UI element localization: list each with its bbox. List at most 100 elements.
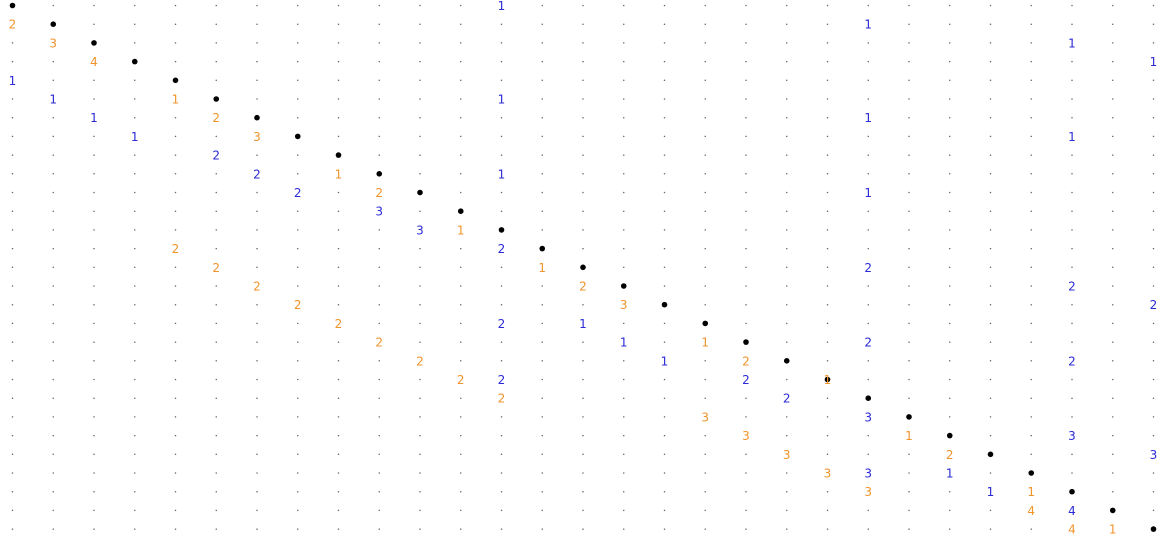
grid-dot (826, 247, 829, 250)
grid-dot (541, 23, 543, 25)
grid-dot (378, 154, 380, 156)
grid-dot (663, 378, 666, 381)
grid-dot (908, 191, 910, 194)
grid-dot (134, 116, 136, 119)
grid-dot (704, 79, 706, 82)
grid-dot (582, 210, 584, 212)
grid-dot (256, 490, 258, 493)
grid-dot (786, 434, 788, 437)
grid-dot (826, 266, 829, 269)
grid-dot (1112, 472, 1114, 474)
grid-dot (826, 397, 829, 399)
grid-dot (582, 42, 584, 44)
grid-dot (52, 154, 54, 156)
grid-dot (52, 191, 54, 194)
grid-dot (908, 210, 910, 212)
grid-dot (1112, 191, 1114, 194)
grid-dot (867, 154, 869, 156)
grid-dot (1112, 285, 1114, 287)
grid-dot (215, 472, 217, 474)
grid-dot (623, 434, 625, 437)
grid-dot (1112, 135, 1114, 138)
diagonal-dot (376, 171, 383, 177)
grid-dot (256, 360, 258, 362)
grid-dot (623, 4, 625, 7)
grid-dot (460, 79, 462, 82)
grid-dot (256, 453, 258, 456)
grid-dot (297, 285, 299, 287)
grid-dot (256, 210, 258, 212)
grid-dot (378, 23, 380, 25)
grid-dot (949, 509, 951, 512)
grid-dot (663, 285, 666, 287)
grid-dot (867, 4, 869, 7)
grid-dot (215, 210, 217, 212)
diagonal-dot (1069, 488, 1075, 495)
grid-dot (93, 303, 95, 306)
diagonal-dot (661, 301, 668, 308)
grid-dot (989, 360, 992, 362)
grid-dot (786, 173, 788, 175)
grid-dot (256, 303, 258, 306)
grid-dot (500, 210, 503, 212)
grid-dot (989, 247, 992, 250)
grid-dot (460, 360, 462, 362)
grid-dot (989, 229, 992, 231)
upper-entry-value: 1 (620, 336, 628, 350)
grid-dot (134, 528, 136, 530)
diagonal-dots (9, 2, 1157, 532)
grid-dot (541, 434, 543, 437)
grid-dot (1030, 154, 1032, 156)
lower-entry-value: 3 (742, 429, 750, 443)
grid-dot (1152, 285, 1155, 287)
grid-dot (215, 360, 217, 362)
grid-dot (949, 285, 951, 287)
lower-entry-value: 2 (375, 336, 383, 350)
grid-dot (419, 322, 421, 325)
grid-dot (297, 490, 299, 493)
grid-dot (1030, 79, 1032, 82)
grid-dot (174, 378, 177, 381)
grid-dot (582, 23, 584, 25)
grid-dot (826, 42, 829, 44)
grid-dot (11, 378, 14, 381)
grid-dot (745, 135, 747, 138)
grid-dot (93, 266, 95, 269)
grid-dot (867, 434, 869, 437)
lower-entry-value: 2 (294, 298, 302, 312)
lower-entry-value: 3 (49, 36, 57, 50)
grid-dot (582, 378, 584, 381)
lower-entry-value: 2 (212, 111, 220, 125)
grid-dot (1152, 135, 1155, 138)
grid-dot (174, 135, 177, 138)
grid-dot (1071, 154, 1073, 156)
grid-dot (378, 247, 380, 250)
grid-dot (745, 397, 747, 399)
grid-dot (215, 341, 217, 343)
grid-dot (134, 416, 136, 418)
grid-dot (1030, 210, 1032, 212)
grid-dot (256, 509, 258, 512)
lower-entry-value: 2 (335, 317, 343, 331)
grid-dot (1152, 4, 1155, 7)
diagonal-dot (987, 451, 994, 458)
grid-dot (826, 434, 829, 437)
grid-dot (1152, 378, 1155, 381)
upper-entry-value: 3 (864, 467, 872, 481)
grid-dot (134, 4, 136, 7)
grid-dot (134, 434, 136, 437)
grid-dot (134, 79, 136, 82)
grid-dot (1112, 229, 1114, 231)
upper-entry-value: 1 (864, 18, 872, 32)
upper-entry-value: 1 (864, 111, 872, 125)
grid-dot (1030, 453, 1032, 456)
grid-dot (867, 247, 869, 250)
grid-dot (623, 490, 625, 493)
grid-dot (134, 472, 136, 474)
grid-dot (623, 509, 625, 512)
grid-dot (582, 453, 584, 456)
grid-dot (174, 434, 177, 437)
grid-dot (949, 416, 951, 418)
diagonal-dot (254, 114, 260, 121)
grid-dot (704, 434, 706, 437)
